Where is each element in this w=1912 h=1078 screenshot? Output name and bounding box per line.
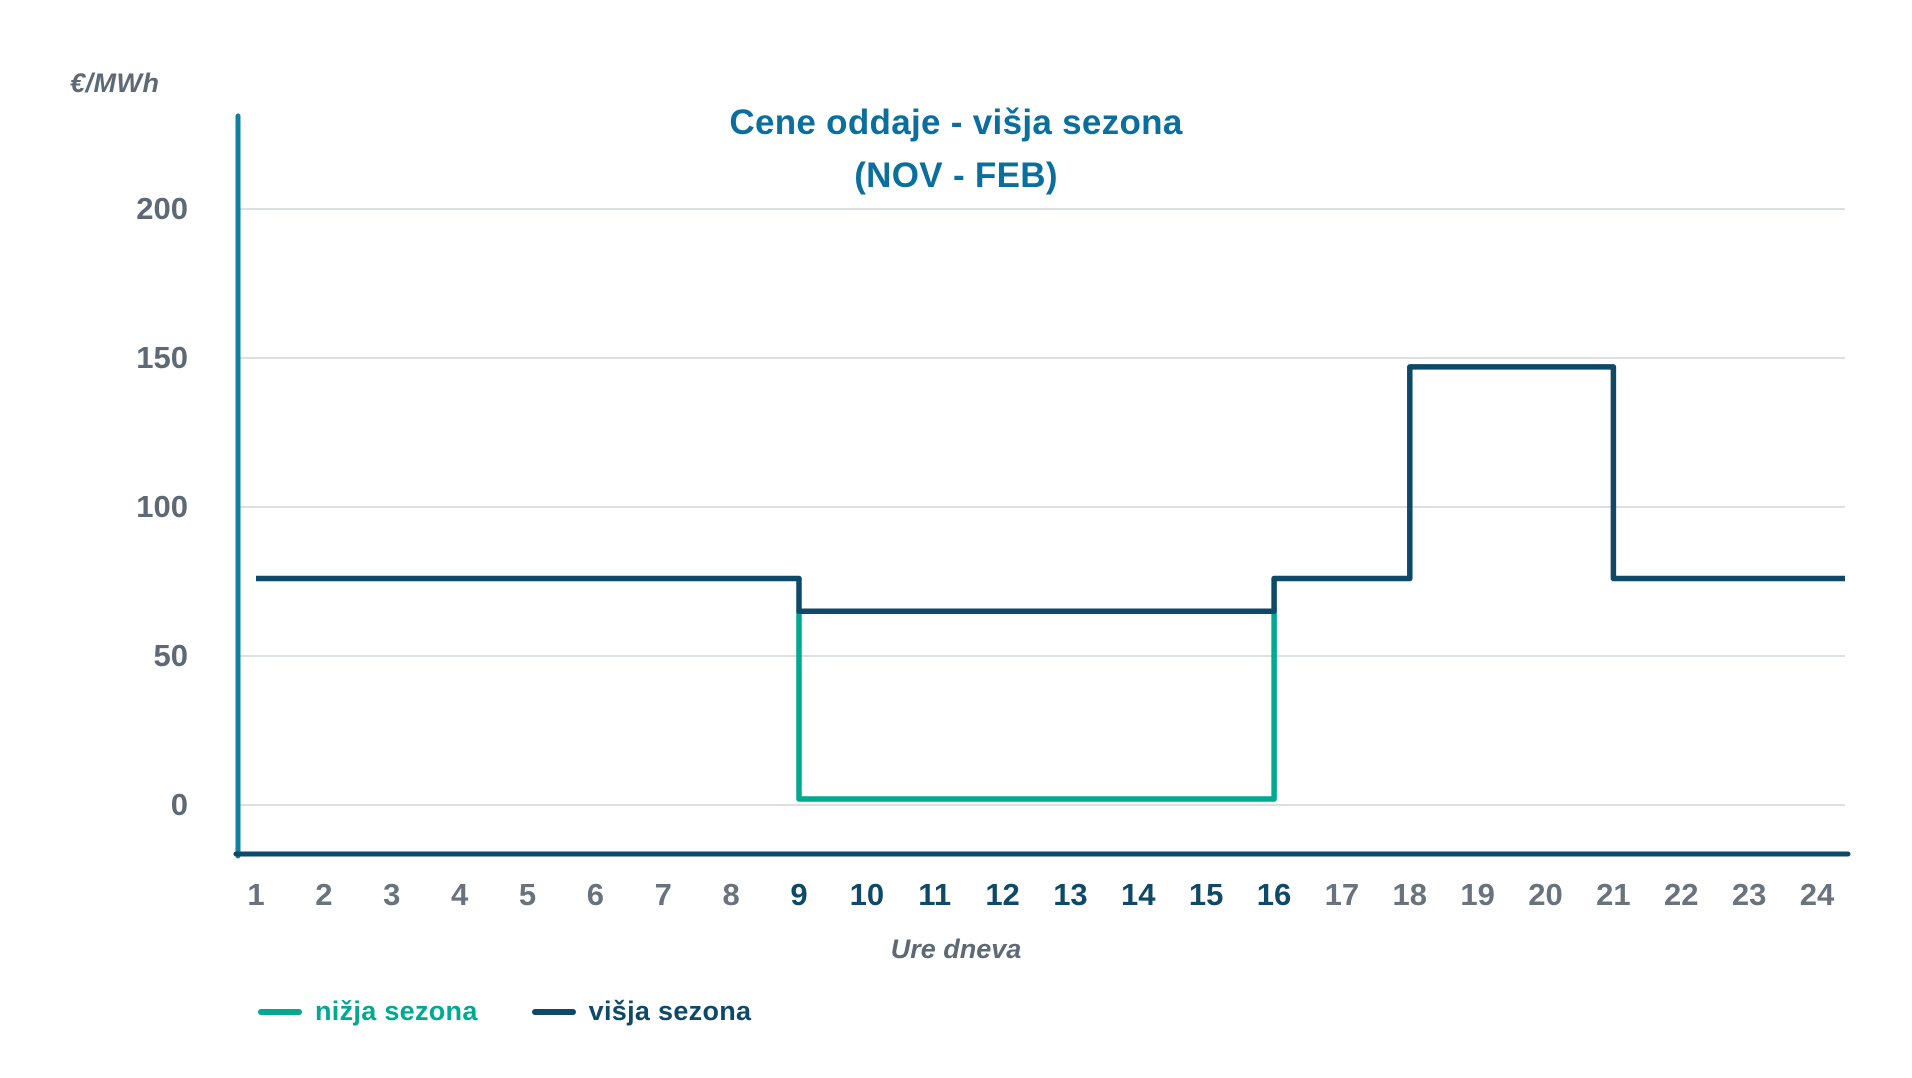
x-tick-24: 24	[1799, 877, 1835, 912]
x-tick-6: 6	[586, 877, 604, 912]
y-tick-100: 100	[136, 489, 188, 524]
chart-title: Cene oddaje - višja sezona (NOV - FEB)	[0, 96, 1912, 202]
legend-item-ni-ja-sezona: nižja sezona	[258, 996, 478, 1027]
y-tick-150: 150	[136, 340, 188, 375]
x-tick-16: 16	[1256, 877, 1292, 912]
x-tick-3: 3	[383, 877, 401, 912]
x-tick-9: 9	[790, 877, 808, 912]
x-tick-13: 13	[1053, 877, 1088, 912]
x-tick-12: 12	[985, 877, 1020, 912]
legend-swatch-ni-ja-sezona	[258, 1008, 302, 1015]
x-tick-21: 21	[1596, 877, 1631, 912]
x-tick-1: 1	[247, 877, 265, 912]
legend-label-ni-ja-sezona: nižja sezona	[315, 996, 478, 1026]
x-tick-4: 4	[450, 877, 469, 912]
x-tick-22: 22	[1664, 877, 1699, 912]
legend-swatch-vi-ja-sezona	[531, 1008, 576, 1015]
x-tick-7: 7	[654, 877, 672, 912]
legend-item-vi-ja-sezona: višja sezona	[531, 996, 752, 1027]
x-tick-5: 5	[518, 877, 537, 912]
legend-label-vi-ja-sezona: višja sezona	[588, 996, 752, 1026]
x-tick-18: 18	[1392, 877, 1428, 912]
x-tick-17: 17	[1324, 877, 1360, 912]
legend: nižja sezona višja sezona	[258, 996, 751, 1027]
x-tick-19: 19	[1460, 877, 1495, 912]
y-axis-unit-label: €/MWh	[70, 68, 160, 98]
x-tick-10: 10	[849, 877, 885, 912]
y-tick-200: 200	[136, 191, 188, 226]
x-tick-8: 8	[722, 877, 740, 912]
x-tick-14: 14	[1121, 877, 1156, 912]
x-tick-2: 2	[315, 877, 333, 912]
x-tick-11: 11	[918, 877, 952, 912]
x-tick-20: 20	[1528, 877, 1563, 912]
x-tick-15: 15	[1188, 877, 1224, 912]
series-line-ni-ja-sezona	[796, 611, 1277, 802]
x-tick-23: 23	[1731, 877, 1767, 912]
chart-title-line1: Cene oddaje - višja sezona	[729, 103, 1183, 142]
chart-title-line2: (NOV - FEB)	[854, 156, 1058, 195]
y-tick-50: 50	[153, 638, 188, 673]
y-tick-0: 0	[170, 787, 188, 822]
x-axis-title: Ure dneva	[890, 934, 1022, 964]
series-line-vi-ja-sezona	[256, 364, 1845, 615]
